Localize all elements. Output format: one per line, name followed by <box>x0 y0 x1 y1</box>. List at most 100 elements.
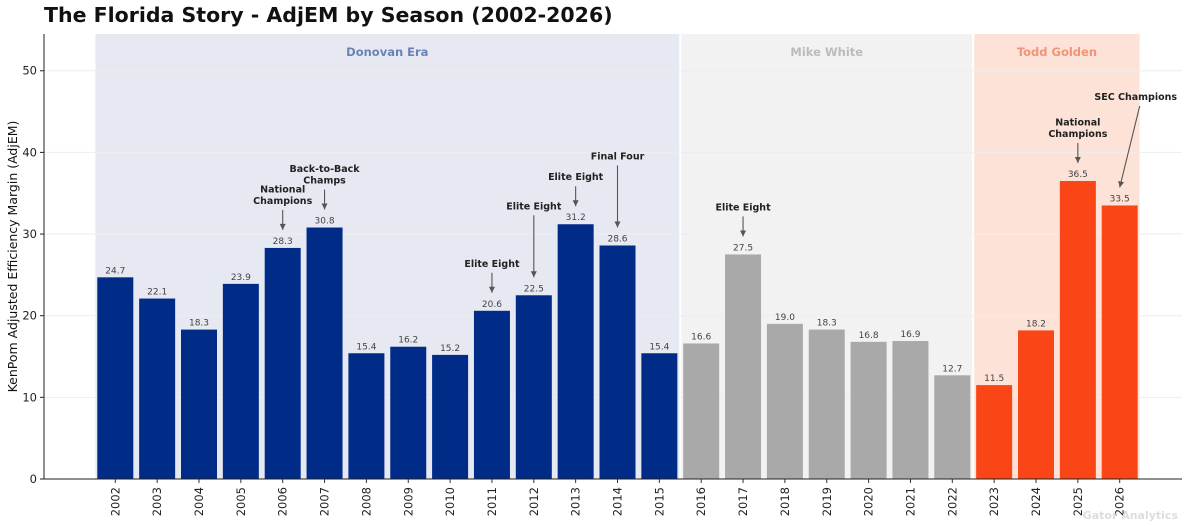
x-tick-label: 2018 <box>778 487 792 516</box>
bar-2019 <box>808 329 845 479</box>
value-label: 16.8 <box>859 331 879 341</box>
x-tick-label: 2011 <box>485 487 499 516</box>
x-tick-label: 2006 <box>276 487 290 516</box>
value-label: 24.7 <box>105 266 125 276</box>
bar-2011 <box>473 310 510 479</box>
value-label: 23.9 <box>231 273 251 283</box>
bar-2023 <box>976 385 1013 479</box>
value-label: 31.2 <box>566 213 586 223</box>
bar-2005 <box>222 283 259 479</box>
bar-2022 <box>934 375 971 479</box>
bar-2003 <box>139 298 176 479</box>
value-label: 16.2 <box>398 336 418 346</box>
y-tick-label: 20 <box>22 309 37 323</box>
annotation-arrowhead <box>1118 180 1125 188</box>
value-label: 15.4 <box>649 342 669 352</box>
x-tick-label: 2005 <box>234 487 248 516</box>
annotation-arrowhead <box>572 200 579 207</box>
annotation-arrowhead <box>279 223 286 230</box>
x-tick-label: 2012 <box>527 487 541 516</box>
annotation-label: Elite Eight <box>715 202 771 213</box>
value-label: 19.0 <box>775 313 795 323</box>
bar-2017 <box>725 254 762 479</box>
x-tick-label: 2017 <box>736 487 750 516</box>
x-tick-label: 2009 <box>401 487 415 516</box>
annotation-arrowhead <box>740 230 747 237</box>
x-tick-label: 2020 <box>862 487 876 516</box>
y-tick-label: 0 <box>30 472 37 486</box>
annotation-arrowhead <box>1074 156 1081 163</box>
y-tick-label: 10 <box>22 390 37 404</box>
annotation-arrow <box>1119 105 1141 188</box>
y-tick-label: 50 <box>22 64 37 78</box>
annotation-arrowhead <box>488 286 495 293</box>
x-tick-label: 2007 <box>318 487 332 516</box>
value-label: 20.6 <box>482 300 502 310</box>
annotation-label: Elite Eight <box>548 172 604 183</box>
bar-2021 <box>892 341 929 479</box>
annotation-label: Champions <box>1048 129 1107 140</box>
x-tick-label: 2023 <box>987 487 1001 516</box>
x-tick-label: 2015 <box>652 487 666 516</box>
value-label: 16.6 <box>691 332 711 342</box>
x-tick-label: 2016 <box>694 487 708 516</box>
bar-2013 <box>557 224 594 479</box>
bar-2015 <box>641 353 678 479</box>
x-tick-label: 2021 <box>903 487 917 516</box>
value-label: 30.8 <box>315 217 335 227</box>
x-tick-label: 2010 <box>443 487 457 516</box>
value-label: 22.1 <box>147 288 167 298</box>
annotation-label: Elite Eight <box>464 259 520 270</box>
era-label: Mike White <box>790 45 863 59</box>
value-label: 18.2 <box>1026 319 1046 329</box>
x-tick-label: 2013 <box>569 487 583 516</box>
bar-2014 <box>599 245 636 479</box>
annotation-label: Back-to-Back <box>289 164 360 175</box>
watermark: Gator Analytics <box>1083 509 1179 522</box>
bar-2007 <box>306 227 343 479</box>
value-label: 28.6 <box>607 234 627 244</box>
y-tick-label: 30 <box>22 227 37 241</box>
bar-2025 <box>1059 180 1096 479</box>
annotation-label: National <box>1055 117 1100 128</box>
value-label: 16.9 <box>900 330 920 340</box>
x-tick-label: 2026 <box>1113 487 1127 516</box>
value-label: 15.4 <box>356 342 376 352</box>
annotation-label: National <box>260 184 305 195</box>
annotation-label: SEC Champions <box>1094 92 1177 103</box>
annotation-label: Champs <box>303 176 346 187</box>
annotation-arrowhead <box>530 271 537 278</box>
x-tick-label: 2025 <box>1071 487 1085 516</box>
bar-2009 <box>390 346 427 479</box>
value-label: 28.3 <box>273 237 293 247</box>
bar-2026 <box>1101 205 1138 479</box>
value-label: 18.3 <box>189 319 209 329</box>
bar-2004 <box>181 329 217 479</box>
value-label: 15.2 <box>440 344 460 354</box>
x-tick-label: 2003 <box>150 487 164 516</box>
annotation-arrowhead <box>321 203 328 210</box>
bar-2024 <box>1018 330 1054 479</box>
x-tick-label: 2002 <box>108 487 122 516</box>
bar-2008 <box>348 353 385 479</box>
value-label: 12.7 <box>942 364 962 374</box>
annotation-arrowhead <box>614 221 621 228</box>
x-tick-label: 2019 <box>820 487 834 516</box>
y-tick-label: 40 <box>22 145 37 159</box>
annotation-label: Champions <box>253 196 312 207</box>
chart-title: The Florida Story - AdjEM by Season (200… <box>44 3 613 27</box>
bar-2002 <box>97 277 134 479</box>
x-tick-label: 2008 <box>359 487 373 516</box>
bar-2016 <box>683 343 720 479</box>
bar-2020 <box>850 341 887 479</box>
value-label: 11.5 <box>984 374 1004 384</box>
value-label: 27.5 <box>733 243 753 253</box>
era-label: Todd Golden <box>1017 45 1097 59</box>
era-label: Donovan Era <box>346 45 428 59</box>
value-label: 18.3 <box>817 319 837 329</box>
annotation-label: Final Four <box>591 151 645 162</box>
x-tick-label: 2004 <box>192 487 206 516</box>
y-axis-label: KenPom Adjusted Efficiency Margin (AdjEM… <box>5 121 20 393</box>
value-label: 36.5 <box>1068 170 1088 180</box>
